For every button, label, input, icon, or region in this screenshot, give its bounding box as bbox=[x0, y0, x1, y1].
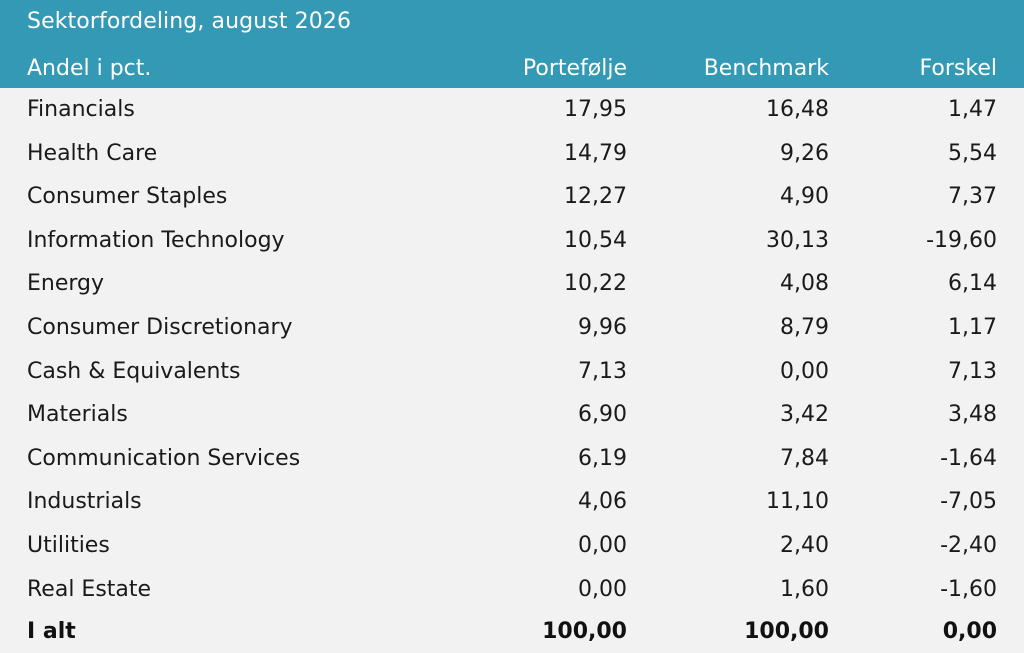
table-row: Utilities 0,00 2,40 -2,40 bbox=[0, 524, 1024, 568]
total-portfolio: 100,00 bbox=[542, 619, 627, 644]
sector-name: Utilities bbox=[27, 532, 110, 558]
benchmark-value: 7,84 bbox=[780, 445, 829, 471]
sector-name: Real Estate bbox=[27, 576, 152, 602]
table-body: Financials 17,95 16,48 1,47 Health Care 14,79… bbox=[0, 88, 1024, 611]
table-row: Cash & Equivalents 7,13 0,00 7,13 bbox=[0, 350, 1024, 394]
difference-value: -1,64 bbox=[940, 445, 997, 471]
total-difference: 0,00 bbox=[942, 619, 997, 644]
sector-name: Energy bbox=[27, 271, 105, 297]
benchmark-value: 3,42 bbox=[780, 402, 829, 428]
table-row: Health Care 14,79 9,26 5,54 bbox=[0, 132, 1024, 176]
portfolio-value: 4,06 bbox=[578, 489, 627, 515]
column-header-row: Andel i pct. Portefølje Benchmark Forske… bbox=[0, 55, 1024, 83]
table-row: Consumer Staples 12,27 4,90 7,37 bbox=[0, 175, 1024, 219]
portfolio-value: 12,27 bbox=[564, 184, 627, 210]
column-header-benchmark: Benchmark bbox=[703, 56, 829, 81]
table-row: Real Estate 0,00 1,60 -1,60 bbox=[0, 568, 1024, 612]
difference-value: 3,48 bbox=[948, 402, 997, 428]
benchmark-value: 4,08 bbox=[780, 271, 829, 297]
portfolio-value: 10,54 bbox=[564, 227, 627, 253]
portfolio-value: 10,22 bbox=[564, 271, 627, 297]
benchmark-value: 9,26 bbox=[780, 140, 829, 166]
difference-value: 5,54 bbox=[948, 140, 997, 166]
table-row: Materials 6,90 3,42 3,48 bbox=[0, 393, 1024, 437]
difference-value: 7,13 bbox=[948, 358, 997, 384]
column-header-portfolio: Portefølje bbox=[522, 56, 627, 81]
difference-value: -19,60 bbox=[926, 227, 997, 253]
portfolio-value: 17,95 bbox=[564, 97, 627, 122]
column-header-share: Andel i pct. bbox=[27, 56, 152, 81]
sector-name: Industrials bbox=[27, 489, 142, 515]
table-row: Consumer Discretionary 9,96 8,79 1,17 bbox=[0, 306, 1024, 350]
benchmark-value: 1,60 bbox=[780, 576, 829, 602]
benchmark-value: 4,90 bbox=[780, 184, 829, 210]
benchmark-value: 11,10 bbox=[766, 489, 829, 515]
difference-value: -2,40 bbox=[940, 532, 997, 558]
difference-value: 1,17 bbox=[948, 314, 997, 340]
portfolio-value: 0,00 bbox=[578, 576, 627, 602]
sector-name: Consumer Discretionary bbox=[27, 314, 293, 340]
sector-name: Materials bbox=[27, 402, 128, 428]
sector-name: Communication Services bbox=[27, 445, 301, 471]
table-row: Energy 10,22 4,08 6,14 bbox=[0, 262, 1024, 306]
benchmark-value: 16,48 bbox=[766, 97, 829, 122]
benchmark-value: 0,00 bbox=[780, 358, 829, 384]
total-benchmark: 100,00 bbox=[744, 619, 829, 644]
total-label: I alt bbox=[27, 619, 76, 644]
table-row: Financials 17,95 16,48 1,47 bbox=[0, 88, 1024, 132]
sector-name: Cash & Equivalents bbox=[27, 358, 241, 384]
portfolio-value: 6,90 bbox=[578, 402, 627, 428]
difference-value: 7,37 bbox=[948, 184, 997, 210]
portfolio-value: 14,79 bbox=[564, 140, 627, 166]
table-header: Sektorfordeling, august 2026 Andel i pct… bbox=[0, 0, 1024, 88]
difference-value: -1,60 bbox=[940, 576, 997, 602]
table-row: Industrials 4,06 11,10 -7,05 bbox=[0, 480, 1024, 524]
sector-name: Financials bbox=[27, 97, 135, 122]
portfolio-value: 9,96 bbox=[578, 314, 627, 340]
sector-name: Consumer Staples bbox=[27, 184, 228, 210]
difference-value: 6,14 bbox=[948, 271, 997, 297]
sector-name: Information Technology bbox=[27, 227, 285, 253]
sector-name: Health Care bbox=[27, 140, 158, 166]
portfolio-value: 7,13 bbox=[578, 358, 627, 384]
portfolio-value: 0,00 bbox=[578, 532, 627, 558]
benchmark-value: 2,40 bbox=[780, 532, 829, 558]
benchmark-value: 8,79 bbox=[780, 314, 829, 340]
benchmark-value: 30,13 bbox=[766, 227, 829, 253]
table-title: Sektorfordeling, august 2026 bbox=[27, 9, 352, 34]
column-header-difference: Forskel bbox=[919, 56, 997, 81]
difference-value: -7,05 bbox=[940, 489, 997, 515]
difference-value: 1,47 bbox=[948, 97, 997, 122]
portfolio-value: 6,19 bbox=[578, 445, 627, 471]
total-row: I alt 100,00 100,00 0,00 bbox=[0, 612, 1024, 653]
table-row: Communication Services 6,19 7,84 -1,64 bbox=[0, 437, 1024, 481]
table-row: Information Technology 10,54 30,13 -19,60 bbox=[0, 219, 1024, 263]
